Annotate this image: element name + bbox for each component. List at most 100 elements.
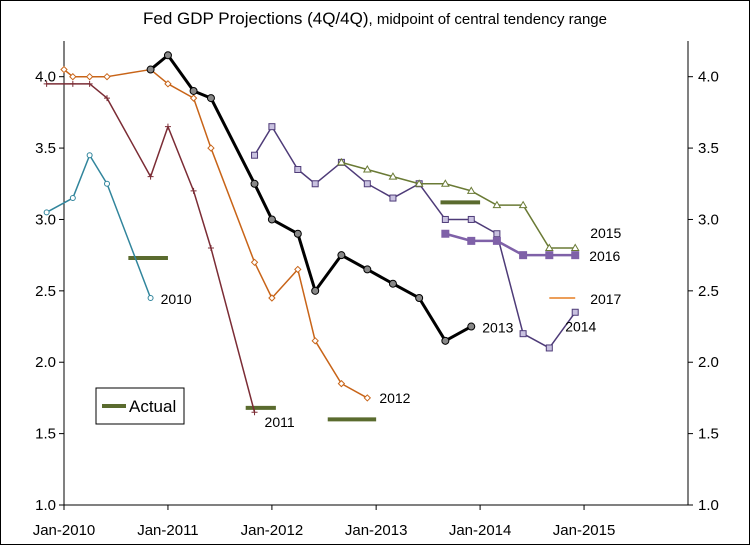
series-2014 [251, 123, 579, 352]
data-point [389, 194, 397, 202]
data-point [147, 173, 154, 180]
data-point [206, 94, 215, 103]
y-tick-label-right: 2.5 [698, 283, 719, 300]
chart-title-sub: , midpoint of central tendency range [368, 11, 607, 28]
data-point [337, 379, 346, 388]
series-line-2016 [445, 232, 576, 257]
data-point [43, 80, 50, 87]
data-point [103, 72, 111, 81]
data-point [69, 195, 76, 202]
data-point [467, 322, 476, 331]
series-label-2015: 2015 [590, 225, 621, 241]
data-point [414, 179, 424, 187]
data-point [545, 251, 554, 260]
data-point [69, 80, 76, 87]
data-point [43, 209, 50, 216]
x-tick-label: Jan-2015 [553, 522, 616, 539]
data-point [492, 200, 502, 209]
series-2012 [60, 65, 372, 402]
data-point [492, 236, 501, 245]
data-point [147, 294, 154, 301]
data-point [251, 409, 258, 416]
data-point [60, 65, 68, 74]
series-label-2013: 2013 [482, 320, 513, 336]
legend: Actual [95, 387, 185, 425]
data-point [189, 94, 198, 102]
series-label-2014: 2014 [565, 318, 596, 334]
data-point [190, 187, 197, 194]
data-point [519, 251, 528, 260]
series-line-2014 [253, 125, 576, 349]
y-tick-label-right: 2.0 [698, 354, 719, 371]
series-2010 [43, 152, 154, 301]
data-point [363, 394, 372, 402]
data-point [388, 279, 397, 288]
series-lines [43, 51, 580, 416]
data-point [545, 344, 553, 352]
data-point [440, 179, 450, 187]
data-point [467, 215, 475, 223]
chart-title-main: Fed GDP Projections (4Q/4Q) [143, 9, 369, 28]
data-point [104, 180, 111, 187]
y-tick-label-left: 3.5 [35, 140, 56, 157]
data-point [104, 95, 111, 102]
legend-actual-label: Actual [129, 397, 176, 416]
data-point [570, 243, 580, 252]
series-line-2011 [46, 83, 256, 413]
data-point [164, 123, 171, 130]
data-point [311, 180, 319, 188]
data-point [441, 229, 450, 238]
data-point [467, 236, 476, 245]
data-point [311, 337, 319, 345]
data-point [337, 157, 346, 166]
data-point [337, 251, 346, 260]
y-tick-label-left: 4.0 [35, 69, 56, 86]
y-tick-label-right: 3.5 [698, 140, 719, 157]
data-point [518, 200, 528, 209]
y-tick-label-left: 3.0 [35, 211, 56, 228]
x-tick-label: Jan-2010 [33, 522, 96, 539]
series-label-2011: 2011 [265, 414, 295, 430]
data-point [251, 151, 259, 159]
data-point [250, 179, 259, 188]
series-line-2015 [341, 161, 576, 249]
y-tick-label-right: 4.0 [698, 69, 719, 86]
series-line-2012 [63, 68, 368, 399]
series-2016 [441, 229, 580, 260]
data-point [268, 123, 276, 131]
series-label-2012: 2012 [379, 390, 410, 406]
y-tick-label-right: 3.0 [698, 211, 719, 228]
chart-title: Fed GDP Projections (4Q/4Q), midpoint of… [1, 9, 749, 29]
axes: 1.0 1.0 1.5 1.5 2.0 2.0 2.5 2.5 3.0 3.0 3.5 3.5 4.0 4… [33, 41, 719, 539]
data-point [86, 80, 93, 87]
y-tick-label-left: 2.5 [35, 283, 56, 300]
series-2013 [146, 51, 476, 345]
data-point [311, 286, 320, 295]
data-point [250, 258, 259, 266]
x-tick-label: Jan-2014 [449, 522, 512, 539]
data-point [69, 72, 77, 81]
y-tick-label-right: 1.5 [698, 426, 719, 443]
data-point [493, 230, 501, 238]
data-point [544, 243, 554, 252]
data-point [86, 152, 93, 159]
data-point [466, 186, 476, 194]
series-2015 [337, 157, 580, 252]
data-point [164, 80, 172, 88]
series-label-2017: 2017 [590, 291, 621, 307]
data-point [294, 165, 302, 173]
data-point [441, 336, 450, 345]
data-point [363, 265, 372, 274]
data-point [189, 86, 198, 95]
data-point [293, 229, 302, 238]
y-tick-label-left: 2.0 [35, 354, 56, 371]
x-tick-label: Jan-2012 [241, 522, 304, 539]
data-point [362, 164, 372, 173]
series-label-2016: 2016 [589, 248, 620, 264]
x-tick-label: Jan-2013 [345, 522, 408, 539]
data-point [388, 172, 398, 180]
data-point [163, 51, 172, 60]
y-tick-label-left: 1.0 [35, 497, 56, 514]
